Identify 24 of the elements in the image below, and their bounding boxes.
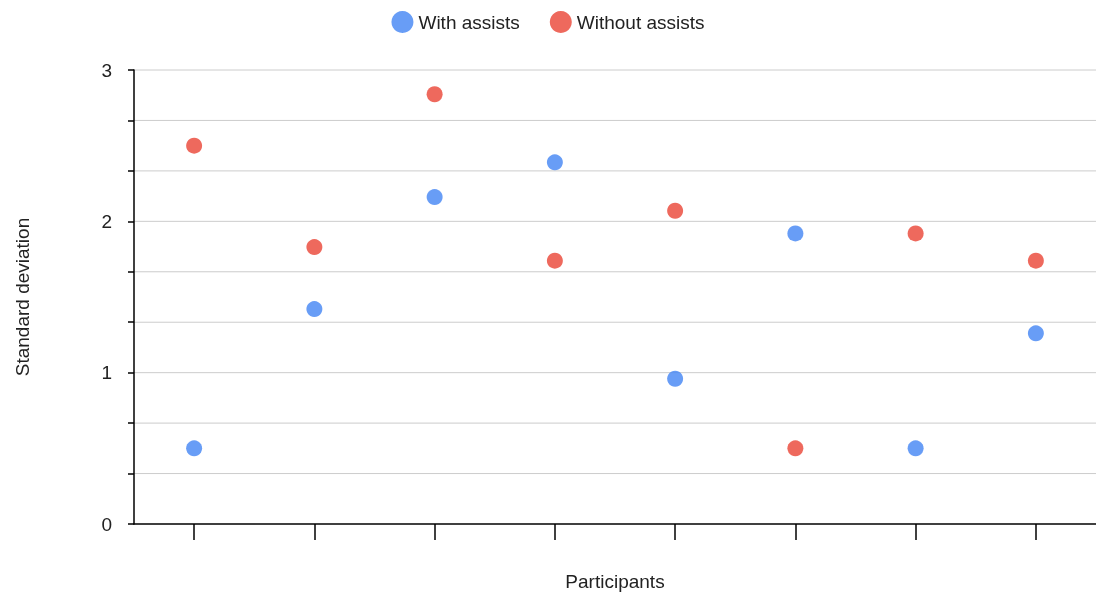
point — [426, 86, 443, 103]
y-tick-label: 0 — [101, 513, 112, 535]
x-axis-title: Participants — [565, 571, 665, 592]
point — [306, 239, 323, 256]
legend-label: With assists — [418, 11, 520, 33]
point — [1027, 252, 1044, 269]
point — [907, 225, 924, 242]
point — [546, 252, 563, 269]
y-tick-label: 1 — [101, 362, 112, 384]
y-axis-title: Standard deviation — [12, 217, 33, 377]
point — [546, 154, 563, 171]
point — [787, 440, 804, 457]
point — [907, 440, 924, 457]
point — [426, 189, 443, 206]
point — [186, 440, 203, 457]
legend-label: Without assists — [576, 11, 705, 33]
point — [667, 202, 684, 219]
point — [1027, 325, 1044, 342]
point — [667, 370, 684, 387]
y-tick-label: 3 — [101, 59, 112, 81]
y-tick-label: 2 — [101, 210, 112, 232]
point — [186, 137, 203, 154]
point — [787, 225, 804, 242]
point — [306, 301, 323, 318]
